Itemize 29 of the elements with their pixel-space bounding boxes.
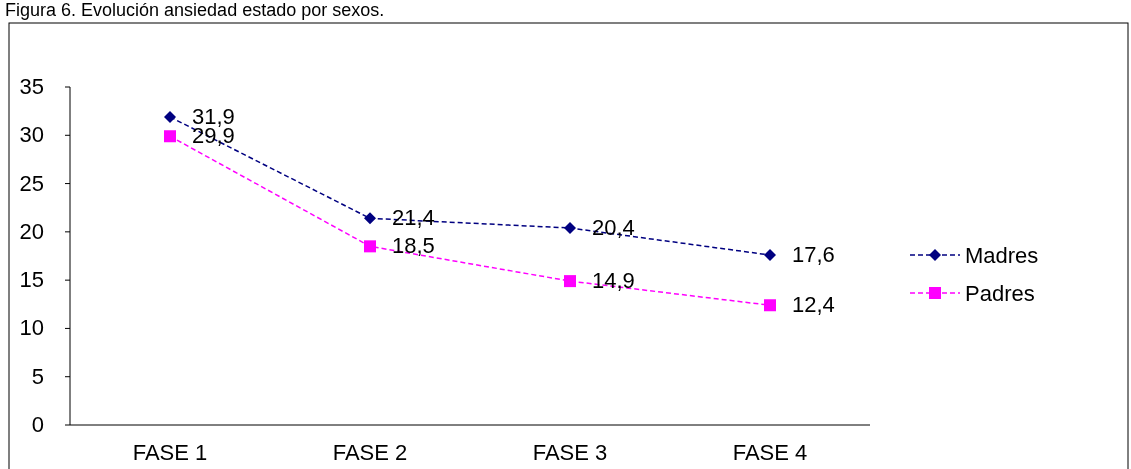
legend-label: Madres <box>965 243 1039 268</box>
point <box>764 249 776 262</box>
data-label: 14,9 <box>592 268 635 294</box>
y-tick-label: 25 <box>19 170 44 196</box>
data-label: 20,4 <box>592 214 635 240</box>
x-tick-label: FASE 1 <box>132 440 208 465</box>
legend-label: Padres <box>965 281 1035 306</box>
y-tick-label: 20 <box>19 218 44 244</box>
y-tick-label: 30 <box>19 122 44 148</box>
data-label: 12,4 <box>792 292 835 318</box>
y-tick-label: 10 <box>19 315 44 341</box>
x-tick-label: FASE 4 <box>732 440 808 465</box>
point <box>564 221 576 234</box>
x-tick-label: FASE 2 <box>332 440 408 465</box>
point <box>564 275 576 288</box>
point <box>364 240 376 253</box>
y-tick-label: 0 <box>31 412 44 437</box>
point <box>164 130 176 143</box>
data-label: 18,5 <box>392 233 435 259</box>
x-tick-label: FASE 3 <box>532 440 608 465</box>
chart-title: Figura 6. Evolución ansiedad estado por sexos. <box>5 0 385 20</box>
point <box>164 110 176 123</box>
point <box>364 212 376 225</box>
y-tick-label: 5 <box>31 363 44 389</box>
y-tick-label: 15 <box>19 267 44 293</box>
data-label: 17,6 <box>792 242 835 268</box>
y-tick-label: 35 <box>19 74 44 99</box>
point <box>764 299 776 312</box>
data-label: 21,4 <box>392 205 435 231</box>
